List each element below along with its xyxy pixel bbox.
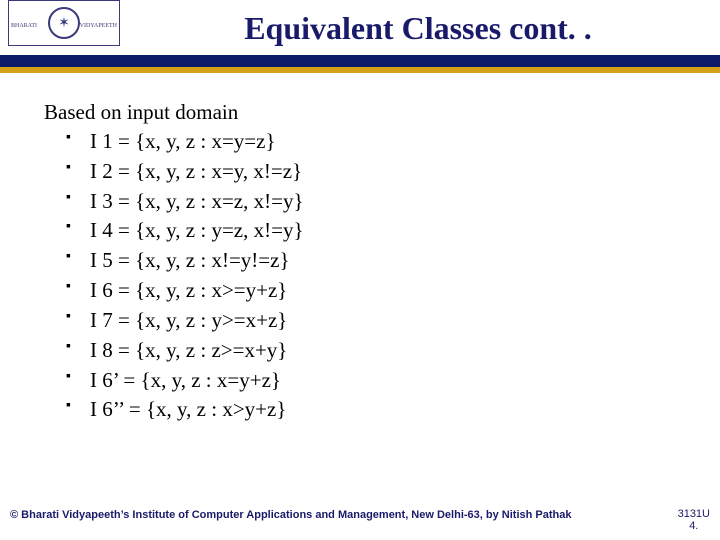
list-item: I 8 = {x, y, z : z>=x+y} <box>90 336 700 366</box>
footer-page-b: 4. <box>678 520 710 532</box>
logo-emblem-icon: ✶ <box>48 7 80 39</box>
slide: BHARATI ✶ VIDYAPEETH Equivalent Classes … <box>0 0 720 540</box>
list-item: I 4 = {x, y, z : y=z, x!=y} <box>90 216 700 246</box>
header-bar-gold <box>0 67 720 73</box>
list-item: I 6’’ = {x, y, z : x>y+z} <box>90 395 700 425</box>
list-item: I 6’ = {x, y, z : x=y+z} <box>90 366 700 396</box>
list-item: I 7 = {x, y, z : y>=x+z} <box>90 306 700 336</box>
list-item: I 2 = {x, y, z : x=y, x!=z} <box>90 157 700 187</box>
logo-glyph: ✶ <box>58 15 70 32</box>
footer-page-a: 3131U <box>678 508 710 520</box>
logo-box: BHARATI ✶ VIDYAPEETH <box>8 0 120 46</box>
list-item: I 3 = {x, y, z : x=z, x!=y} <box>90 187 700 217</box>
logo-text-left: BHARATI <box>11 23 37 29</box>
list-item: I 1 = {x, y, z : x=y=z} <box>90 127 700 157</box>
logo-text-right: VIDYAPEETH <box>80 23 117 29</box>
bullet-list: I 1 = {x, y, z : x=y=z} I 2 = {x, y, z :… <box>44 127 700 425</box>
footer-copyright: © Bharati Vidyapeeth’s Institute of Comp… <box>0 509 571 521</box>
page-title: Equivalent Classes cont. . <box>244 10 592 47</box>
footer: © Bharati Vidyapeeth’s Institute of Comp… <box>0 504 720 526</box>
header: BHARATI ✶ VIDYAPEETH Equivalent Classes … <box>0 0 720 74</box>
content: Based on input domain I 1 = {x, y, z : x… <box>44 100 700 425</box>
footer-page-number: 3131U 4. <box>678 508 710 532</box>
header-bar-dark <box>0 55 720 67</box>
title-container: Equivalent Classes cont. . <box>126 4 710 52</box>
content-intro: Based on input domain <box>44 100 700 125</box>
list-item: I 6 = {x, y, z : x>=y+z} <box>90 276 700 306</box>
list-item: I 5 = {x, y, z : x!=y!=z} <box>90 246 700 276</box>
